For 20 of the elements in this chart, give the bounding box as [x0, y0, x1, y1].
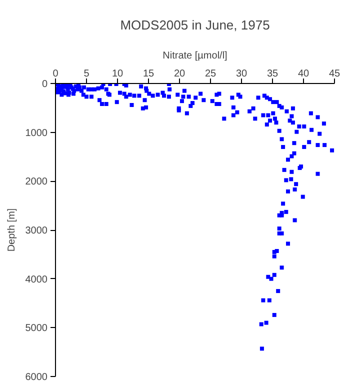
x-tick-label: 40 [298, 68, 310, 80]
x-tick-label: 10 [112, 68, 124, 80]
x-tick-label: 20 [174, 68, 186, 80]
x-tick-label: 0 [52, 68, 59, 80]
x-tick-label: 5 [84, 68, 90, 80]
y-tick-label: 2000 [25, 176, 48, 188]
x-tick-label: 45 [328, 68, 340, 80]
x-tick-label: 15 [142, 68, 154, 80]
x-tick-label: 25 [204, 68, 216, 80]
y-tick-label: 3000 [25, 226, 48, 236]
y-axis-title: Depth [m] [6, 208, 18, 252]
y-tick-label: 1000 [25, 128, 48, 139]
y-tick-label: 5000 [25, 323, 48, 334]
x-axis-title: Nitrate [µmol/l] [162, 50, 228, 62]
y-tick-label: 4000 [25, 274, 48, 286]
chart-title: MODS2005 in June, 1975 [120, 18, 270, 32]
y-tick-label: 0 [42, 79, 48, 90]
y-tick-label: 6000 [25, 372, 48, 383]
x-tick-label: 35 [266, 68, 278, 80]
x-tick-label: 30 [236, 68, 248, 80]
